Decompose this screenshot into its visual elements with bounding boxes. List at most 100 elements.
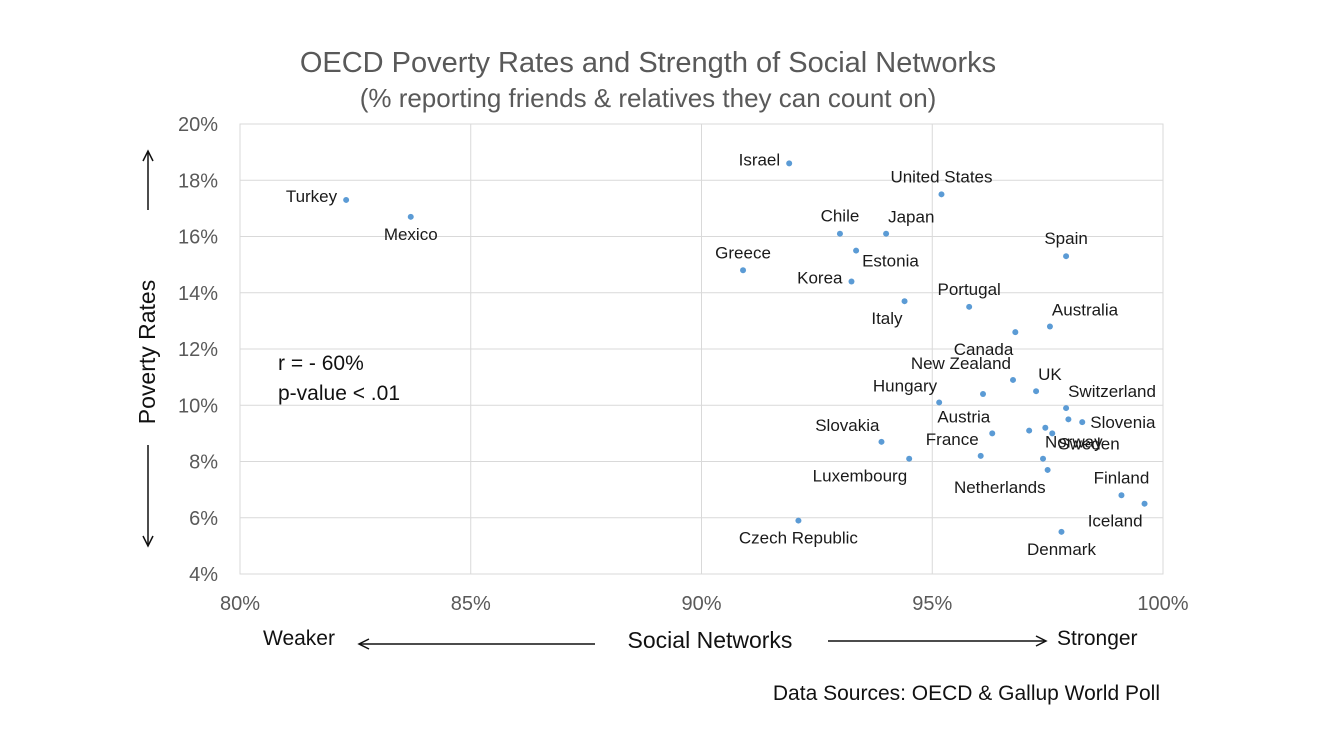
- point-label: Luxembourg: [813, 467, 908, 486]
- point-label: Denmark: [1027, 540, 1096, 559]
- data-point: [938, 191, 945, 198]
- point-label: Iceland: [1088, 512, 1143, 531]
- point-label: United States: [890, 167, 992, 186]
- data-point: [977, 452, 984, 459]
- stat-p-value: p-value < .01: [278, 382, 400, 405]
- point-label: UK: [1038, 365, 1062, 384]
- point-label: Estonia: [862, 252, 919, 271]
- x-tick-label: 90%: [681, 593, 721, 615]
- data-point: [795, 517, 802, 524]
- chart-title: OECD Poverty Rates and Strength of Socia…: [300, 47, 996, 79]
- point-label: Slovakia: [815, 416, 880, 435]
- data-point: [740, 267, 747, 274]
- data-point: [343, 196, 350, 203]
- data-point: [848, 278, 855, 285]
- y-tick-labels: 4% 6% 8% 10% 12% 14% 16% 18% 20%: [178, 114, 218, 586]
- x-arrow-left-head-icon: [357, 638, 370, 650]
- x-left-label: Weaker: [263, 627, 335, 650]
- x-arrow-right-head-icon: [1035, 635, 1048, 647]
- data-point: [883, 230, 890, 237]
- point-label: France: [926, 430, 979, 449]
- y-tick-label: 18%: [178, 170, 218, 192]
- x-tick-label: 80%: [220, 593, 260, 615]
- y-tick-label: 6%: [189, 508, 218, 530]
- y-arrow-down-head-icon: [142, 535, 154, 548]
- data-point: [1063, 405, 1070, 412]
- y-tick-label: 20%: [178, 114, 218, 136]
- data-point: [906, 455, 913, 462]
- point-label: Australia: [1052, 301, 1119, 320]
- data-point: [836, 230, 843, 237]
- point-label: Japan: [888, 208, 934, 227]
- y-tick-label: 16%: [178, 227, 218, 249]
- x-axis-title-group: Weaker Social Networks Stronger: [263, 627, 1138, 653]
- point-label: Slovenia: [1090, 413, 1156, 432]
- point-label: Norway: [1045, 433, 1103, 452]
- y-axis-title: Poverty Rates: [134, 280, 160, 424]
- x-tick-labels: 80% 85% 90% 95% 100%: [220, 593, 1189, 615]
- data-point: [1010, 376, 1017, 383]
- data-point: [1040, 455, 1047, 462]
- point-label: Switzerland: [1068, 382, 1156, 401]
- data-point: [1065, 416, 1072, 423]
- data-point: [878, 438, 885, 445]
- point-label: Korea: [797, 269, 843, 288]
- chart-subtitle: (% reporting friends & relatives they ca…: [360, 83, 937, 113]
- data-point: [1049, 430, 1056, 437]
- data-point: [407, 213, 414, 220]
- point-label: Turkey: [286, 187, 338, 206]
- data-point: [786, 160, 793, 167]
- gridlines: [239, 123, 1164, 575]
- data-point: [1012, 329, 1019, 336]
- point-label: Greece: [715, 243, 771, 262]
- data-point: [901, 298, 908, 305]
- data-point: [1026, 427, 1033, 434]
- data-point: [989, 430, 996, 437]
- data-point: [1141, 500, 1148, 507]
- point-label: Portugal: [938, 280, 1001, 299]
- data-point: [1046, 323, 1053, 330]
- y-tick-label: 14%: [178, 283, 218, 305]
- y-tick-label: 10%: [178, 395, 218, 417]
- stat-r: r = - 60%: [278, 352, 364, 375]
- data-point: [1063, 253, 1070, 260]
- x-right-label: Stronger: [1057, 627, 1138, 650]
- y-axis-title-group: Poverty Rates: [134, 149, 160, 548]
- y-tick-label: 8%: [189, 452, 218, 474]
- plot-area-border: [239, 123, 1164, 575]
- point-labels: Turkey Mexico Israel United States Chile Japa…: [286, 150, 1156, 558]
- data-point: [980, 391, 987, 397]
- y-tick-label: 12%: [178, 339, 218, 361]
- y-arrow-up-head-icon: [142, 149, 154, 162]
- data-point: [1033, 388, 1040, 395]
- point-label: Czech Republic: [739, 529, 859, 548]
- point-label: Sweden: [1058, 434, 1119, 453]
- data-points: [343, 160, 1148, 535]
- x-axis-title: Social Networks: [628, 627, 793, 653]
- point-label: Austria: [937, 407, 990, 426]
- data-point: [1118, 492, 1125, 499]
- point-label: Finland: [1094, 468, 1150, 487]
- point-label: Chile: [821, 207, 860, 226]
- data-point: [1058, 528, 1065, 535]
- point-label: Hungary: [873, 376, 938, 395]
- data-point: [1079, 419, 1086, 426]
- point-label: Canada: [954, 340, 1014, 359]
- data-point: [1042, 424, 1049, 431]
- data-point: [1044, 466, 1051, 473]
- point-label: Israel: [739, 150, 781, 169]
- x-tick-label: 95%: [912, 593, 952, 615]
- point-label: Netherlands: [954, 478, 1046, 497]
- data-point: [966, 303, 973, 310]
- data-source-note: Data Sources: OECD & Gallup World Poll: [773, 682, 1160, 705]
- point-label: Mexico: [384, 225, 438, 244]
- data-point: [853, 247, 860, 254]
- point-label: New Zealand: [911, 354, 1011, 373]
- point-label: Spain: [1044, 229, 1087, 248]
- y-tick-label: 4%: [189, 564, 218, 586]
- data-point: [936, 399, 943, 406]
- x-tick-label: 100%: [1137, 593, 1188, 615]
- x-tick-label: 85%: [451, 593, 491, 615]
- point-label: Italy: [871, 309, 903, 328]
